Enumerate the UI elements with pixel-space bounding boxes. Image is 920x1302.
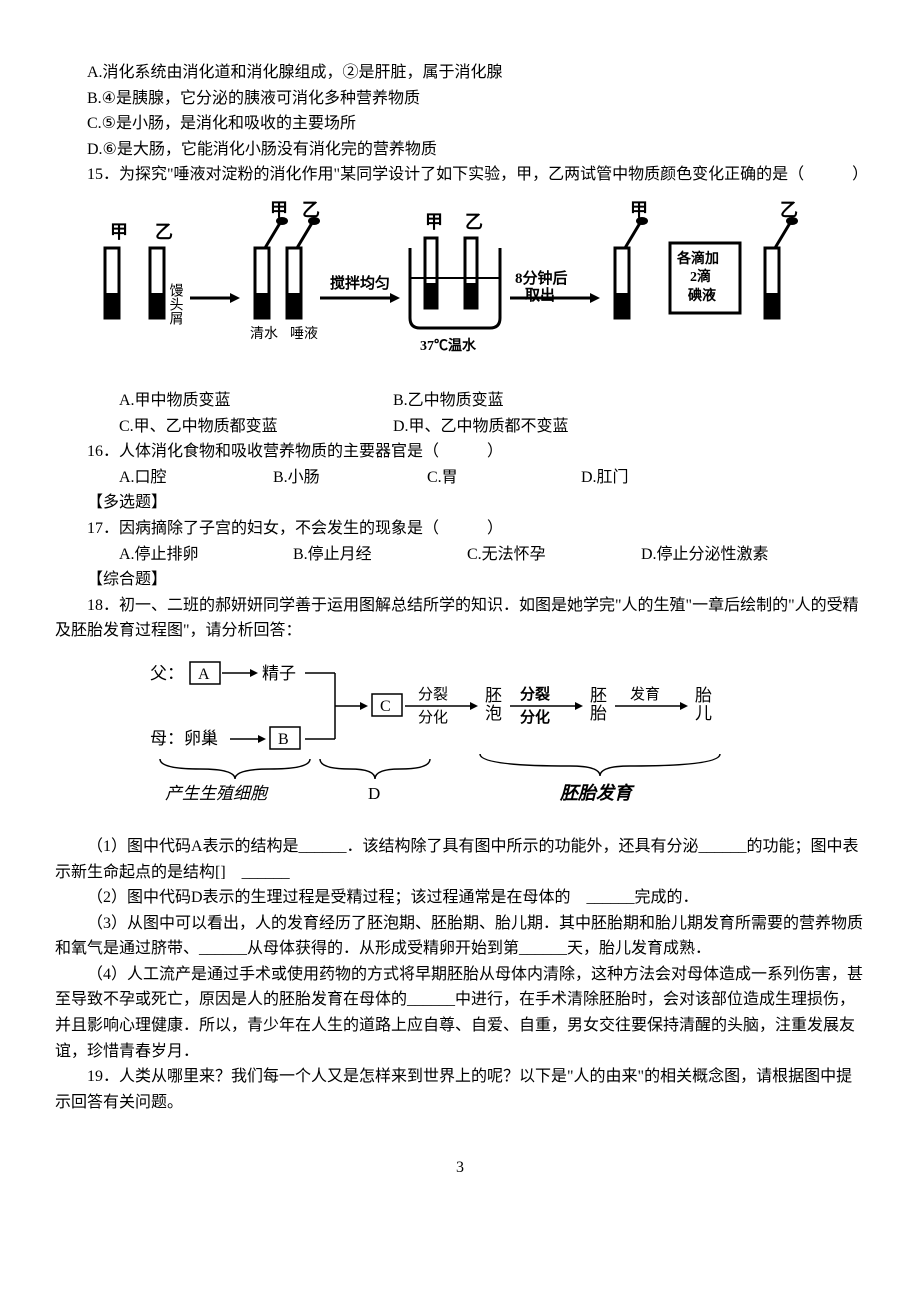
svg-text:A: A: [198, 666, 210, 683]
label-diru: 各滴加: [676, 250, 719, 267]
q16-stem: 16．人体消化食物和吸收营养物质的主要器官是（ ）: [55, 439, 865, 465]
svg-text:儿: 儿: [695, 704, 712, 723]
page-number: 3: [55, 1155, 865, 1181]
svg-text:乙: 乙: [780, 200, 798, 220]
q14-opt-a: A.消化系统由消化道和消化腺组成，②是肝脏，属于消化腺: [55, 60, 865, 86]
q16-opt-b: B.小肠: [241, 465, 391, 491]
q15-stem: 15．为探究"唾液对淀粉的消化作用"某同学设计了如下实验，甲，乙两试管中物质颜色…: [55, 162, 865, 188]
d-father: 父：: [150, 664, 184, 683]
d-mother: 母：卵巢: [150, 729, 218, 748]
svg-text:胎: 胎: [590, 704, 607, 723]
svg-text:甲: 甲: [270, 200, 288, 220]
q16-opt-c: C.胃: [395, 465, 545, 491]
svg-text:泡: 泡: [485, 704, 502, 723]
q16-opt-d: D.肛门: [549, 465, 699, 491]
q14-opt-c: C.⑤是小肠，是消化和吸收的主要场所: [55, 111, 865, 137]
svg-text:精子: 精子: [262, 664, 296, 683]
svg-text:甲: 甲: [425, 212, 443, 232]
q16-opt-a: A.口腔: [87, 465, 237, 491]
svg-text:乙: 乙: [302, 200, 320, 220]
svg-text:B: B: [278, 731, 289, 748]
svg-text:2滴: 2滴: [690, 268, 711, 285]
svg-text:碘液: 碘液: [687, 287, 717, 304]
svg-text:胚: 胚: [590, 686, 607, 705]
q18-p4: （4）人工流产是通过手术或使用药物的方式将早期胚胎从母体内清除，这种方法会对母体…: [55, 962, 865, 1064]
label-yi: 乙: [155, 222, 173, 242]
q14-opt-d: D.⑥是大肠，它能消化小肠没有消化完的营养物质: [55, 137, 865, 163]
svg-text:甲: 甲: [630, 200, 648, 220]
label-tuoye: 唾液: [290, 326, 318, 342]
q15-diagram: 甲 乙 馒头屑 甲 乙 清水 唾液 搅拌均匀 甲 乙 37℃温水: [55, 198, 865, 378]
label-mantou: 馒头屑: [168, 283, 184, 325]
q18-p2: （2）图中代码D表示的生理过程是受精过程；该过程通常是在母体的 ______完成…: [55, 885, 865, 911]
d-right-brace: 胚胎发育: [559, 783, 635, 803]
q14-opt-b: B.④是胰腺，它分泌的胰液可消化多种营养物质: [55, 86, 865, 112]
svg-text:分化: 分化: [418, 709, 448, 726]
label-jia: 甲: [110, 222, 128, 242]
q17-opt-a: A.停止排卵: [87, 542, 257, 568]
label-jiaoban: 搅拌均匀: [330, 274, 390, 292]
svg-text:胎: 胎: [695, 686, 712, 705]
q15-opt-b: B.乙中物质变蓝: [361, 388, 631, 414]
q18-p3: （3）从图中可以看出，人的发育经历了胚泡期、胚胎期、胎儿期．其中胚胎期和胎儿期发…: [55, 911, 865, 962]
q15-opt-d: D.甲、乙中物质都不变蓝: [361, 414, 631, 440]
multi-label: 【多选题】: [55, 490, 865, 516]
q18-diagram: 父： A 精子 母：卵巢 B C 分裂 分化 胚 泡 分裂 分化 胚 胎 发育 …: [55, 654, 865, 824]
q17-opt-d: D.停止分泌性激素: [609, 542, 809, 568]
q19-stem: 19．人类从哪里来？我们每一个人又是怎样来到世界上的呢？以下是"人的由来"的相关…: [55, 1064, 865, 1115]
comp-label: 【综合题】: [55, 567, 865, 593]
label-qingshui: 清水: [250, 326, 278, 342]
q17-stem: 17．因病摘除了子宫的妇女，不会发生的现象是（ ）: [55, 516, 865, 542]
label-wenshui: 37℃温水: [420, 337, 477, 354]
q17-opt-c: C.无法怀孕: [435, 542, 605, 568]
svg-text:取出: 取出: [525, 286, 555, 304]
svg-text:胚: 胚: [485, 686, 502, 705]
q15-opt-c: C.甲、乙中物质都变蓝: [87, 414, 357, 440]
d-left-brace: 产生生殖细胞: [165, 784, 269, 803]
q17-opt-b: B.停止月经: [261, 542, 431, 568]
q18-stem: 18．初一、二班的郝妍妍同学善于运用图解总结所学的知识．如图是她学完"人的生殖"…: [55, 593, 865, 644]
svg-text:乙: 乙: [465, 212, 483, 232]
svg-text:分裂: 分裂: [418, 686, 448, 703]
label-after: 8分钟后: [515, 269, 568, 287]
svg-text:D: D: [368, 784, 380, 803]
svg-text:发育: 发育: [630, 686, 660, 703]
svg-text:分裂: 分裂: [520, 685, 550, 703]
svg-text:分化: 分化: [520, 708, 550, 726]
q15-opt-a: A.甲中物质变蓝: [87, 388, 357, 414]
svg-text:C: C: [380, 698, 391, 715]
q18-p1: （1）图中代码A表示的结构是______．该结构除了具有图中所示的功能外，还具有…: [55, 834, 865, 885]
